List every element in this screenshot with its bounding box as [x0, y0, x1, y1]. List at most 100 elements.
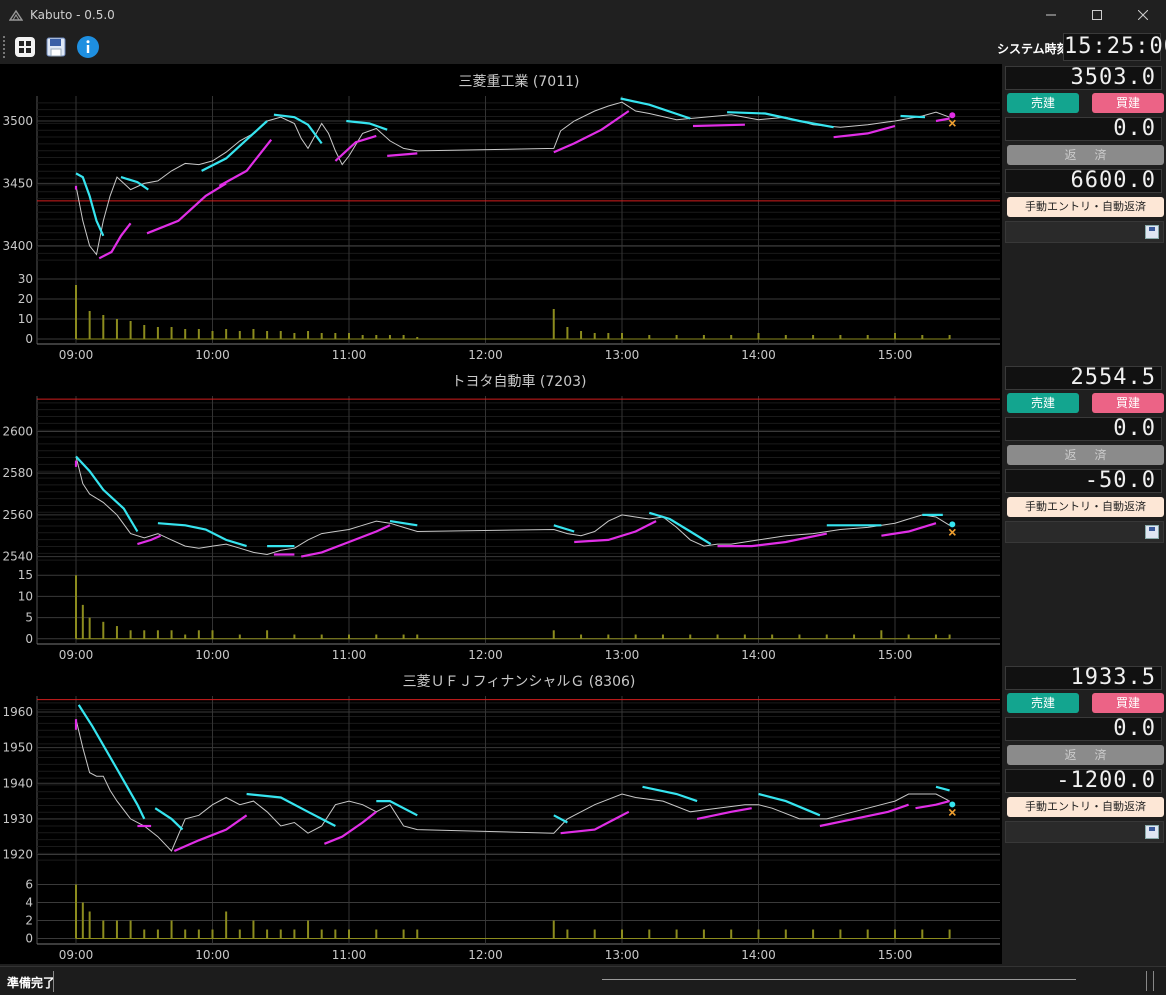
lower-trend-line: [574, 520, 657, 544]
lower-trend-line: [173, 814, 248, 853]
repay-button[interactable]: 返済: [1007, 145, 1164, 165]
chart-title: トヨタ自動車 (7203): [451, 373, 586, 390]
volume-tick-label: 2: [25, 914, 33, 928]
x-tick-label: 15:00: [878, 348, 913, 362]
lower-trend-line: [323, 810, 377, 845]
x-tick-label: 09:00: [59, 948, 94, 962]
lower-trend-line: [819, 803, 909, 828]
upper-trend-line: [75, 455, 139, 533]
mode-button[interactable]: 手動エントリ・自動返済: [1007, 797, 1164, 817]
save-icon[interactable]: [1145, 225, 1159, 239]
toolbar: システム時刻 15:25:00: [0, 30, 1166, 64]
lower-trend-line: [387, 152, 418, 157]
upper-trend-line: [648, 511, 712, 546]
position-display: 0.0: [1005, 117, 1162, 141]
upper-trend-line: [201, 120, 268, 172]
lower-trend-line: [833, 124, 896, 139]
upper-trend-line: [642, 785, 698, 803]
upper-trend-line: [553, 814, 568, 824]
lower-trend-line: [560, 810, 630, 835]
profit-display: -1200.0: [1005, 769, 1162, 793]
buy-button[interactable]: 買建: [1092, 693, 1164, 713]
save-icon[interactable]: [1145, 825, 1159, 839]
x-tick-label: 10:00: [195, 948, 230, 962]
volume-tick-label: 10: [18, 589, 33, 603]
lower-trend-line: [300, 524, 391, 558]
chart-1: トヨタ自動車 (7203) 09:00 10:00 11:00 12:00 13:00 14…: [2, 373, 1000, 662]
last-price-marker: [949, 112, 956, 119]
save-button[interactable]: [44, 35, 68, 59]
price-tick-label: 1940: [2, 776, 33, 790]
current-price-display: 3503.0: [1005, 66, 1162, 90]
price-line: [75, 101, 950, 256]
toolbar-grip[interactable]: [3, 36, 6, 58]
chart-title: 三菱重工業 (7011): [458, 74, 579, 90]
x-tick-label: 14:00: [741, 648, 776, 662]
mode-button[interactable]: 手動エントリ・自動返済: [1007, 497, 1164, 517]
x-tick-label: 13:00: [605, 948, 640, 962]
volume-tick-label: 15: [18, 568, 33, 582]
upper-trend-line: [389, 520, 418, 527]
info-button[interactable]: [76, 35, 100, 59]
window-title: Kabuto - 0.5.0: [30, 8, 115, 22]
lower-trend-line: [692, 123, 745, 128]
memo-field[interactable]: [1005, 521, 1164, 543]
lower-trend-line: [137, 534, 162, 546]
volume-tick-label: 5: [25, 611, 33, 625]
app-logo-icon: [8, 7, 24, 23]
volume-tick-label: 0: [25, 632, 33, 646]
lower-trend-line: [98, 222, 132, 260]
buy-button[interactable]: 買建: [1092, 393, 1164, 413]
system-time-display: 15:25:00: [1063, 33, 1166, 61]
profit-display: -50.0: [1005, 469, 1162, 493]
sell-button[interactable]: 売建: [1007, 393, 1079, 413]
cross-marker: [948, 119, 956, 127]
lower-trend-line: [146, 182, 227, 235]
maximize-icon[interactable]: [1074, 0, 1120, 30]
price-line: [75, 456, 950, 556]
mode-button[interactable]: 手動エントリ・自動返済: [1007, 197, 1164, 217]
x-tick-label: 09:00: [59, 648, 94, 662]
lower-trend-line: [696, 807, 752, 820]
repay-button[interactable]: 返済: [1007, 445, 1164, 465]
x-tick-label: 15:00: [878, 948, 913, 962]
position-display: 0.0: [1005, 717, 1162, 741]
grid-icon: [15, 37, 35, 57]
price-tick-label: 2580: [2, 466, 33, 480]
volume-tick-label: 0: [25, 332, 33, 346]
upper-trend-line: [154, 807, 184, 831]
x-tick-label: 14:00: [741, 948, 776, 962]
price-tick-label: 1920: [2, 848, 33, 862]
chart-2: 三菱ＵＦＪフィナンシャルＧ (8306) 09:00 10:00 11:00 12:00…: [2, 674, 1000, 962]
price-tick-label: 2540: [2, 550, 33, 564]
volume-tick-label: 10: [18, 312, 33, 326]
upper-trend-line: [273, 113, 323, 145]
save-icon[interactable]: [1145, 525, 1159, 539]
x-tick-label: 13:00: [605, 648, 640, 662]
x-tick-label: 11:00: [332, 348, 367, 362]
memo-field[interactable]: [1005, 821, 1164, 843]
volume-tick-label: 20: [18, 292, 33, 306]
x-tick-label: 11:00: [332, 948, 367, 962]
price-tick-label: 2560: [2, 508, 33, 522]
resize-grip[interactable]: [1146, 971, 1154, 991]
repay-button[interactable]: 返済: [1007, 745, 1164, 765]
close-icon[interactable]: [1120, 0, 1166, 30]
profit-display: 6600.0: [1005, 169, 1162, 193]
x-tick-label: 15:00: [878, 648, 913, 662]
upper-trend-line: [935, 785, 950, 792]
current-price-display: 2554.5: [1005, 366, 1162, 390]
memo-field[interactable]: [1005, 221, 1164, 243]
cross-marker: [948, 808, 956, 817]
status-bar: 準備完了: [0, 966, 1166, 995]
buy-button[interactable]: 買建: [1092, 93, 1164, 113]
sell-button[interactable]: 売建: [1007, 93, 1079, 113]
lower-trend-line: [915, 800, 950, 810]
sell-button[interactable]: 売建: [1007, 693, 1079, 713]
trade-panel-8306: 1933.5 売建 買建 0.0 返済 -1200.0 手動エントリ・自動返済: [1003, 664, 1165, 964]
minimize-icon[interactable]: [1028, 0, 1074, 30]
x-tick-label: 12:00: [468, 648, 503, 662]
layout-grid-button[interactable]: [13, 35, 37, 59]
status-separator: [53, 971, 54, 992]
